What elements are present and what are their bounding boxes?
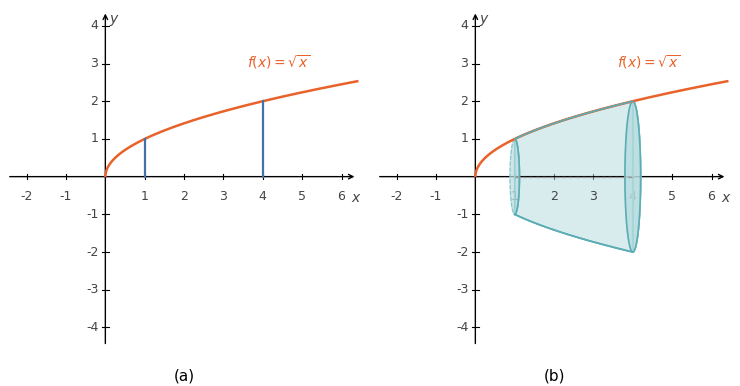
Text: 6: 6 [707,190,716,203]
Text: -4: -4 [456,321,468,334]
Text: $f(x) = \sqrt{x}$: $f(x) = \sqrt{x}$ [617,53,681,71]
Polygon shape [625,101,641,252]
Text: -1: -1 [60,190,73,203]
Text: 1: 1 [511,190,519,203]
Text: $f(x) = \sqrt{x}$: $f(x) = \sqrt{x}$ [247,53,311,71]
Text: 2: 2 [180,190,188,203]
Text: $x$: $x$ [351,191,362,205]
Text: 2: 2 [550,190,558,203]
Text: 1: 1 [460,132,468,146]
Text: -2: -2 [391,190,403,203]
Text: -1: -1 [86,208,98,221]
Text: 2: 2 [90,95,98,108]
Text: 6: 6 [337,190,346,203]
Text: $y$: $y$ [109,13,119,28]
Text: 3: 3 [220,190,227,203]
Text: -1: -1 [430,190,443,203]
Polygon shape [510,139,519,214]
Text: $x$: $x$ [721,191,732,205]
Text: (a): (a) [173,368,195,383]
Text: -1: -1 [456,208,468,221]
Polygon shape [515,101,641,252]
Text: 5: 5 [668,190,676,203]
Text: -2: -2 [86,245,98,259]
Text: 3: 3 [590,190,597,203]
Text: -3: -3 [456,283,468,296]
Text: -2: -2 [456,245,468,259]
Text: 5: 5 [298,190,306,203]
Text: $y$: $y$ [479,13,489,28]
Text: -4: -4 [86,321,98,334]
Text: -3: -3 [86,283,98,296]
Text: 3: 3 [90,57,98,70]
Text: 4: 4 [259,190,266,203]
Text: 2: 2 [460,95,468,108]
Text: 4: 4 [629,190,636,203]
Text: 3: 3 [460,57,468,70]
Text: 1: 1 [90,132,98,146]
Text: -2: -2 [21,190,33,203]
Text: (b): (b) [543,368,565,383]
Text: 4: 4 [460,19,468,32]
Text: 1: 1 [141,190,149,203]
Text: 4: 4 [90,19,98,32]
